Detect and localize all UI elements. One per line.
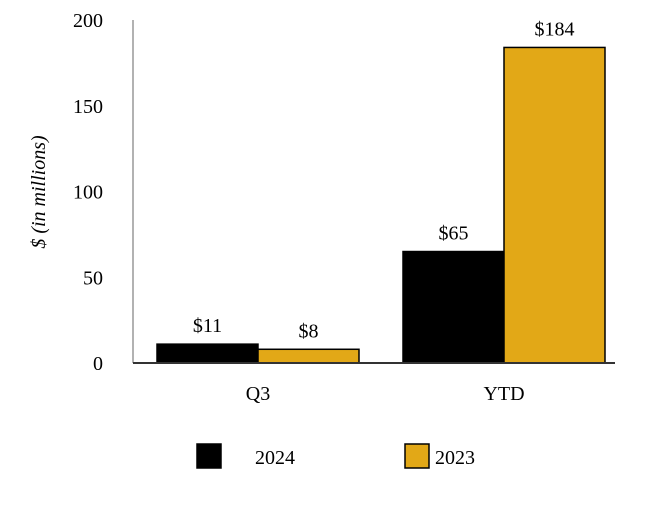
legend-label: 2024 (255, 447, 295, 469)
data-label: $184 (535, 18, 575, 40)
y-tick-label: 50 (83, 267, 103, 289)
bar-2023-Q3 (257, 348, 360, 364)
legend-label: 2023 (435, 447, 475, 469)
y-axis-label: $ (in millions) (28, 135, 50, 249)
y-tick-label: 150 (73, 96, 103, 118)
y-tick-label: 100 (73, 182, 103, 204)
legend-swatch-2023 (404, 443, 430, 469)
data-label: $65 (439, 223, 469, 245)
bar-2024-YTD (402, 250, 505, 364)
bar-2024-Q3 (156, 343, 259, 364)
data-label: $11 (193, 315, 222, 337)
bar-2023-YTD (503, 46, 606, 364)
y-tick-label: 200 (73, 10, 103, 32)
y-tick-label: 0 (93, 353, 103, 375)
x-tick-label: Q3 (246, 383, 270, 405)
x-tick-label: YTD (483, 383, 524, 405)
data-label: $8 (299, 320, 319, 342)
legend-swatch-2024 (196, 443, 222, 469)
